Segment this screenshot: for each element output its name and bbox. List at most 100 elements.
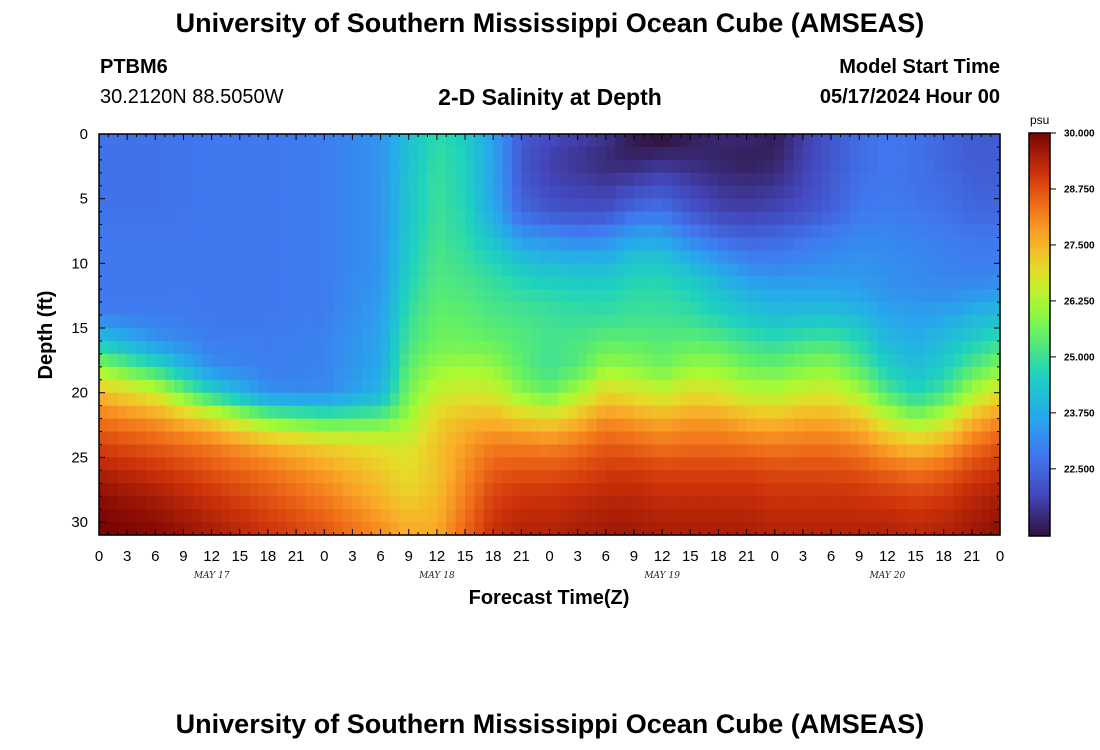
heatmap-cell [155, 328, 166, 342]
heatmap-cell [117, 159, 128, 174]
heatmap-cell [718, 379, 729, 394]
heatmap-cell [446, 276, 457, 290]
heatmap-cell [399, 470, 410, 484]
heatmap-cell [343, 418, 354, 433]
heatmap-cell [117, 431, 128, 446]
heatmap-cell [324, 470, 335, 484]
heatmap-cell [511, 379, 522, 394]
heatmap-cell [568, 405, 579, 420]
heatmap-cell [361, 431, 372, 446]
heatmap-cell [877, 224, 888, 239]
heatmap-cell [784, 237, 795, 252]
heatmap-cell [418, 134, 429, 148]
heatmap-cell [436, 366, 447, 381]
heatmap-cell [887, 353, 898, 368]
y-tick-label: 20 [71, 385, 88, 402]
heatmap-cell [164, 457, 175, 471]
heatmap-cell [145, 237, 156, 252]
heatmap-cell [821, 250, 832, 264]
heatmap-cell [896, 470, 907, 484]
heatmap-cell [389, 302, 400, 316]
heatmap-cell [746, 392, 757, 407]
heatmap-cell [408, 146, 419, 161]
heatmap-cell [380, 444, 391, 458]
heatmap-cell [418, 211, 429, 226]
heatmap-cell [774, 431, 785, 446]
heatmap-cell [577, 159, 588, 174]
heatmap-cell [296, 172, 307, 187]
heatmap-cell [249, 224, 260, 239]
heatmap-cell [624, 470, 635, 484]
heatmap-cell [887, 509, 898, 523]
heatmap-cell [774, 146, 785, 161]
heatmap-cell [164, 522, 175, 536]
heatmap-cell [840, 496, 851, 510]
heatmap-cell [934, 224, 945, 239]
heatmap-cell [615, 457, 626, 471]
heatmap-cell [474, 379, 485, 394]
heatmap-cell [436, 328, 447, 342]
heatmap-cell [831, 366, 842, 381]
heatmap-cell [662, 457, 673, 471]
heatmap-cell [859, 250, 870, 264]
heatmap-cell [436, 159, 447, 174]
heatmap-cell [455, 172, 466, 187]
heatmap-cell [765, 134, 776, 148]
heatmap-cell [784, 379, 795, 394]
heatmap-cell [502, 431, 513, 446]
heatmap-cell [746, 159, 757, 174]
heatmap-cell [117, 483, 128, 497]
heatmap-cell [568, 146, 579, 161]
heatmap-cell [314, 483, 325, 497]
heatmap-cell [117, 405, 128, 420]
heatmap-cell [709, 263, 720, 277]
heatmap-cell [577, 483, 588, 497]
heatmap-cell [774, 353, 785, 368]
heatmap-cell [99, 146, 109, 161]
heatmap-cell [821, 496, 832, 510]
heatmap-cell [981, 328, 992, 342]
heatmap-cell [662, 496, 673, 510]
heatmap-cell [136, 483, 147, 497]
heatmap-cell [352, 392, 363, 407]
heatmap-cell [305, 444, 316, 458]
heatmap-cell [389, 366, 400, 381]
heatmap-cell [249, 263, 260, 277]
heatmap-cell [690, 328, 701, 342]
heatmap-cell [624, 237, 635, 252]
x-tick-label: 15 [457, 548, 474, 565]
heatmap-cell [662, 353, 673, 368]
heatmap-cell [962, 418, 973, 433]
heatmap-cell [371, 289, 382, 303]
heatmap-cell [465, 379, 476, 394]
heatmap-cell [915, 366, 926, 381]
heatmap-cell [465, 198, 476, 213]
heatmap-cell [155, 470, 166, 484]
heatmap-cell [906, 379, 917, 394]
heatmap-cell [662, 237, 673, 252]
heatmap-cell [633, 392, 644, 407]
heatmap-cell [924, 302, 935, 316]
heatmap-cell [202, 431, 213, 446]
heatmap-cell [671, 522, 682, 536]
heatmap-cell [314, 496, 325, 510]
heatmap-cell [296, 237, 307, 252]
heatmap-cell [277, 366, 288, 381]
heatmap-cell [296, 134, 307, 148]
heatmap-cell [521, 224, 532, 239]
heatmap-cell [511, 509, 522, 523]
heatmap-cell [746, 366, 757, 381]
heatmap-cell [737, 392, 748, 407]
heatmap-cell [680, 418, 691, 433]
heatmap-cell [296, 379, 307, 394]
heatmap-cell [840, 470, 851, 484]
heatmap-cell [868, 509, 879, 523]
heatmap-cell [258, 134, 269, 148]
heatmap-cell [596, 289, 607, 303]
heatmap-cell [737, 405, 748, 420]
heatmap-cell [877, 328, 888, 342]
heatmap-cell [962, 211, 973, 226]
heatmap-cell [314, 379, 325, 394]
heatmap-cell [577, 276, 588, 290]
heatmap-cell [877, 146, 888, 161]
